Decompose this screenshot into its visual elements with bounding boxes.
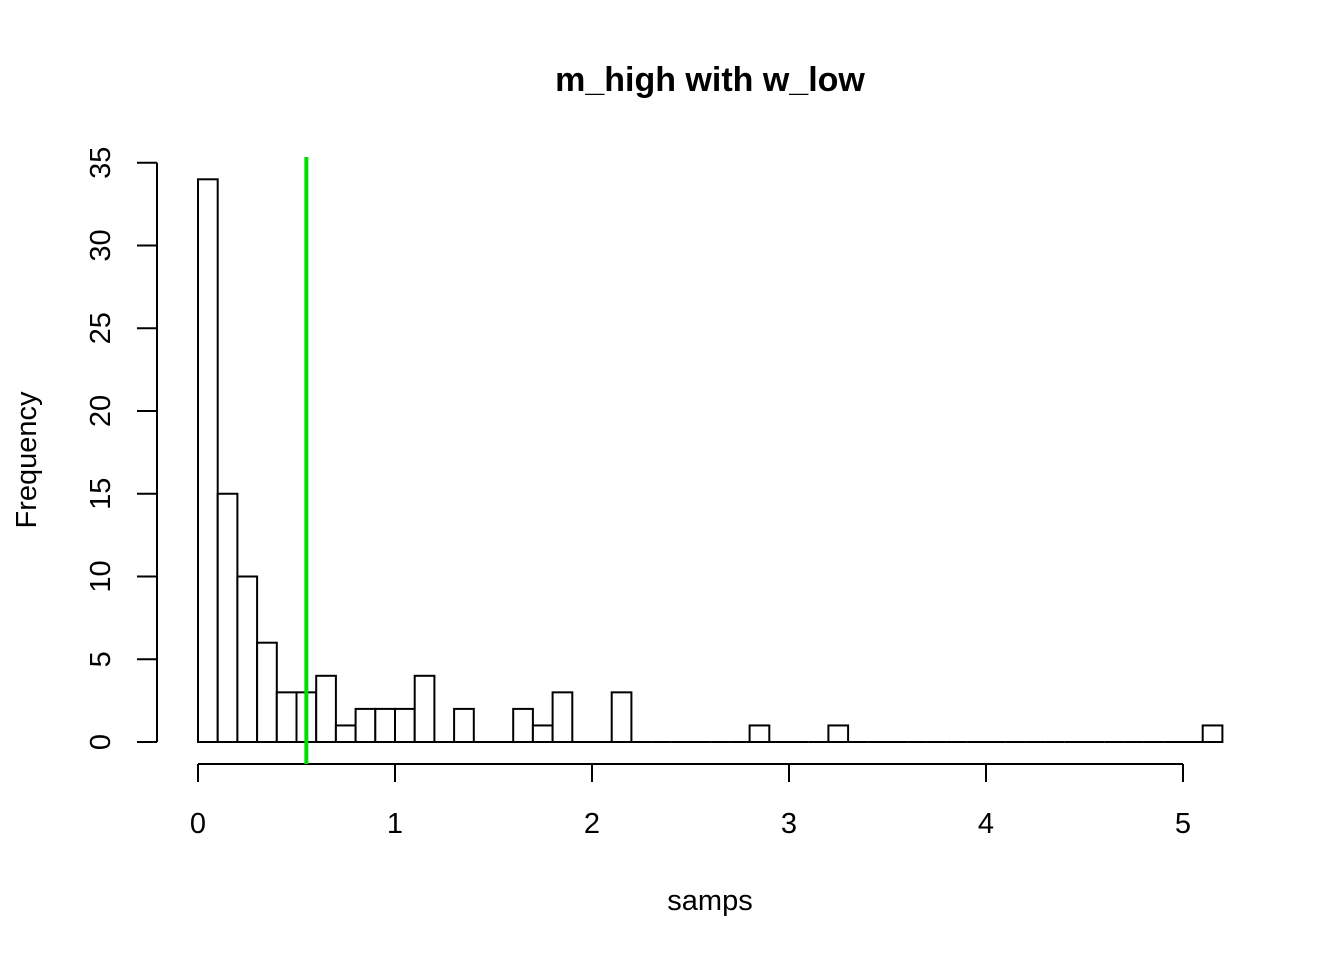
histogram-bar [610,691,633,743]
histogram-bar [551,691,574,743]
y-tick-label: 25 [85,312,117,344]
x-tick-label: 3 [781,808,797,840]
histogram-bar [413,674,436,743]
y-tick-label: 20 [85,395,117,427]
y-tick-label: 10 [85,560,117,592]
histogram-bar [394,707,416,744]
x-tick-label: 2 [584,808,600,840]
y-tick-label: 35 [85,147,117,179]
histogram-bar [748,724,771,744]
histogram-bar [374,707,396,744]
x-tick-label: 0 [190,808,206,840]
histogram-bars [197,178,1224,744]
x-tick-label: 5 [1175,808,1191,840]
chart-title: m_high with w_low [555,61,865,99]
y-tick-label: 0 [85,734,117,750]
x-axis-label: samps [667,885,752,917]
x-axis: 0 1 2 3 4 5 [190,763,1191,840]
histogram-bar [531,724,554,744]
histogram-bar [197,178,219,744]
y-tick-label: 15 [85,478,117,510]
y-axis: 0 5 10 15 20 25 30 35 [85,147,158,750]
y-tick-label: 30 [85,229,117,261]
histogram-bar [275,691,298,743]
histogram-bar [512,707,534,744]
histogram-bar [1201,724,1224,744]
histogram-bar [315,674,337,743]
histogram-bar [827,724,850,744]
histogram-bar [236,575,259,743]
histogram-bar [334,724,357,744]
x-tick-label: 1 [387,808,403,840]
histogram-bar [216,492,239,743]
histogram-bar [256,641,278,744]
x-tick-label: 4 [978,808,994,840]
histogram-bar [453,707,475,744]
histogram-bar [354,707,377,744]
y-axis-label: Frequency [11,391,43,529]
y-tick-label: 5 [85,651,117,667]
